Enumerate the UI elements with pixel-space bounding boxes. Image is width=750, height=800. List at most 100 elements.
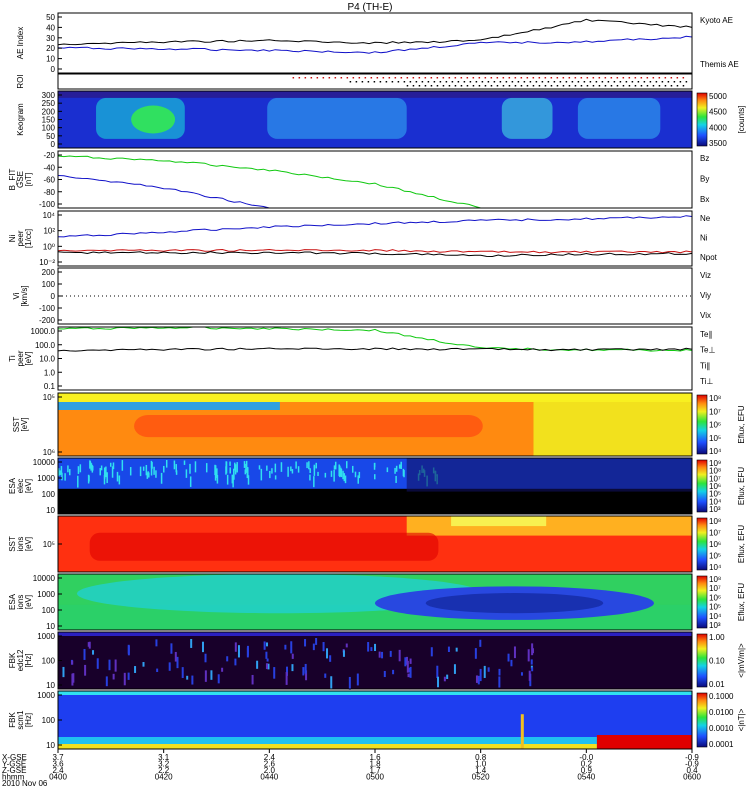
panel-frame [57, 73, 693, 90]
esa-elec-speck [103, 467, 106, 480]
sst-elec-late [533, 402, 692, 456]
colorbar-tick: 10⁵ [709, 603, 721, 612]
fbk-edc-speck [345, 643, 348, 648]
roi-dot [526, 77, 529, 79]
esa-elec-speck [216, 468, 218, 478]
esa-elec-speck [333, 469, 335, 482]
fbk-edc-speck [528, 670, 531, 681]
y-tick-label: 10⁴ [43, 211, 56, 220]
roi-dot [349, 81, 352, 83]
esa-elec-speck [145, 464, 148, 476]
roi-dot [670, 77, 673, 79]
roi-dot [430, 85, 433, 87]
fbk-edc-speck [477, 675, 480, 685]
colorbar-tick: 10⁸ [709, 467, 721, 476]
keogram-band [501, 97, 553, 139]
roi-dot [514, 77, 517, 79]
esa-elec-speck [315, 462, 317, 469]
fbk-edc-speck [251, 674, 254, 685]
esa-elec-speck [342, 470, 344, 480]
esa-elec-speck [245, 463, 247, 473]
colorbar-label: [counts] [737, 105, 746, 133]
series-line-themis-ae [57, 18, 693, 46]
roi-dot [559, 81, 562, 83]
esa-elec-speck [386, 467, 389, 473]
roi-dot [637, 81, 640, 83]
colorbar-tick: 10⁷ [709, 474, 721, 483]
roi-dot [544, 77, 547, 79]
y-label-line: ROI [16, 74, 25, 88]
roi-dot [406, 77, 409, 79]
esa-elec-speck [334, 461, 337, 470]
esa-elec-speck [308, 461, 310, 470]
legend-entry: Npot [700, 253, 718, 262]
roi-dot [580, 85, 583, 87]
panel-frame [57, 392, 693, 457]
esa-elec-speck [59, 470, 61, 476]
fbk-edc-speck [389, 650, 392, 657]
fbk-edc-speck [479, 639, 482, 647]
esa-elec-speck [333, 465, 336, 470]
fbk-edc-speck [479, 668, 482, 682]
esa-elec-speck [297, 466, 300, 473]
roi-dot [673, 81, 676, 83]
fbk-edc-speck [322, 642, 325, 652]
keogram-band [267, 97, 407, 139]
y-label-line: peer [16, 350, 25, 366]
sst-elec-core [134, 415, 483, 438]
colorbar [696, 517, 708, 571]
fbk-edc-speck [513, 646, 516, 659]
fbk-edc-speck [520, 672, 523, 676]
y-tick-label: 1000.0 [31, 327, 56, 336]
roi-dot [487, 81, 490, 83]
fbk-edc-speck [284, 644, 287, 650]
y-label-line: GSE [16, 171, 25, 188]
y-tick-label: 10 [46, 741, 55, 750]
y-tick-label: 0.1 [44, 382, 56, 391]
legend-entry: Themis AE [700, 60, 739, 69]
fbk-edc-speck [530, 659, 533, 665]
roi-dot [493, 81, 496, 83]
roi-dot [511, 81, 514, 83]
fbk-edc-speck [204, 653, 207, 663]
svg-text:Eflux, EFU: Eflux, EFU [737, 525, 746, 563]
esa-elec-speck [79, 464, 82, 473]
fbk-edc-speck [374, 643, 377, 651]
esa-elec-speck [185, 469, 188, 478]
fbk-edc-speck [112, 673, 115, 680]
esa-elec-speck [189, 476, 192, 487]
fbk-edc-speck [186, 675, 189, 680]
y-tick-label: 1000 [37, 632, 55, 641]
y-label-line: [Hz] [24, 713, 33, 727]
keogram-top-edge [58, 91, 692, 98]
esa-elec-speck [269, 470, 271, 479]
y-label-line: edc12 [16, 649, 25, 671]
roi-dot [619, 81, 622, 83]
y-label-line: peer [16, 230, 25, 246]
y-tick-label: 10.0 [39, 355, 55, 364]
esa-elec-speck [225, 461, 227, 474]
fbk-edc-speck [234, 658, 237, 666]
fbk-edc-speck [204, 670, 207, 682]
esa-elec-speck [118, 475, 121, 485]
fbk-edc-speck [356, 673, 359, 686]
x-tick-label: -0.9 [685, 753, 699, 762]
fbk-edc-speck [174, 651, 177, 662]
y-tick-label: 300 [42, 91, 56, 100]
x-row-label: X-GSE [2, 753, 27, 762]
esa-elec-speck [398, 464, 401, 469]
roi-dot [520, 85, 523, 87]
roi-dot [412, 85, 415, 87]
fbk-edc-speck [474, 648, 477, 659]
x-tick-label: 2.4 [264, 753, 276, 762]
esa-elec-speck [160, 472, 163, 484]
roi-dot [652, 85, 655, 87]
colorbar-tick: 10⁷ [709, 407, 721, 416]
roi-dot [607, 81, 610, 83]
y-tick-label: -40 [43, 163, 55, 172]
panel-fbkb: 1000 100 10 FBK scm1 [Hz] 0.1000 0.0100 0.0010 0.… [8, 690, 746, 750]
esa-elec-speck [357, 475, 359, 484]
esa-elec-speck [155, 470, 157, 478]
roi-dot [496, 85, 499, 87]
